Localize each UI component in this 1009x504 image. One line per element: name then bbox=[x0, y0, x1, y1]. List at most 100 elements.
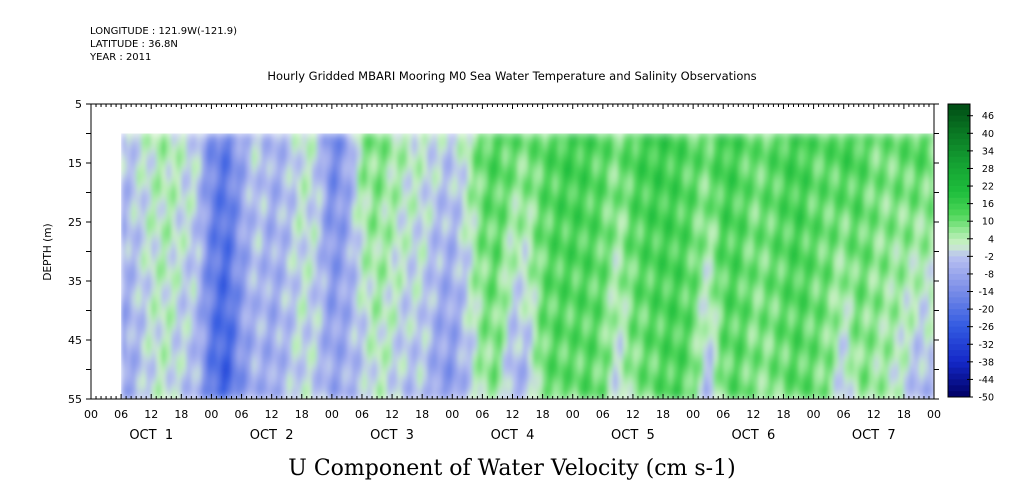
heat-cell bbox=[432, 227, 438, 235]
heat-cell bbox=[286, 174, 293, 182]
heat-cell bbox=[602, 340, 609, 347]
heat-cell bbox=[547, 275, 554, 282]
heat-cell bbox=[668, 269, 674, 276]
heat-cell bbox=[211, 174, 218, 182]
heat-cell bbox=[346, 393, 353, 399]
heat-cell bbox=[236, 369, 243, 377]
heat-cell bbox=[432, 139, 438, 146]
heat-cell bbox=[527, 381, 534, 388]
heat-cell bbox=[372, 233, 378, 241]
heat-cell bbox=[582, 257, 589, 264]
heat-cell bbox=[452, 369, 459, 377]
heat-cell bbox=[663, 269, 669, 276]
heat-cell bbox=[582, 168, 589, 176]
heat-cell bbox=[146, 227, 152, 235]
heat-cell bbox=[673, 251, 679, 259]
heat-cell bbox=[186, 233, 193, 241]
heat-cell bbox=[387, 304, 393, 312]
heat-cell bbox=[542, 340, 549, 347]
heat-cell bbox=[341, 363, 348, 371]
heat-cell bbox=[336, 174, 343, 182]
heat-cell bbox=[176, 186, 183, 194]
heat-cell bbox=[361, 192, 368, 200]
heat-cell bbox=[361, 168, 368, 176]
heat-cell bbox=[407, 204, 413, 211]
heat-cell bbox=[331, 328, 338, 335]
heat-cell bbox=[663, 227, 669, 235]
heat-cell bbox=[597, 227, 604, 235]
heat-cell bbox=[622, 233, 629, 241]
heat-cell bbox=[477, 292, 484, 300]
heat-cell bbox=[642, 345, 649, 353]
heat-cell bbox=[602, 322, 609, 329]
heat-cell bbox=[452, 269, 459, 276]
heat-cell bbox=[512, 286, 519, 294]
heat-cell bbox=[663, 174, 669, 182]
heat-cell bbox=[251, 334, 258, 341]
heat-cell bbox=[522, 186, 529, 194]
heat-cell bbox=[216, 334, 223, 341]
heat-cell bbox=[191, 340, 198, 347]
heat-cell bbox=[522, 251, 529, 259]
heat-cell bbox=[226, 351, 233, 359]
heat-cell bbox=[532, 316, 539, 323]
heat-cell bbox=[392, 227, 398, 235]
heat-cell bbox=[517, 275, 524, 282]
heat-cell bbox=[221, 375, 228, 382]
heat-cell bbox=[457, 363, 464, 371]
heat-cell bbox=[261, 174, 268, 182]
heat-cell bbox=[311, 363, 318, 371]
heat-cell bbox=[542, 180, 549, 188]
heat-cell bbox=[487, 304, 494, 312]
heat-cell bbox=[437, 233, 443, 241]
heat-cell bbox=[346, 168, 353, 176]
heat-cell bbox=[131, 387, 137, 394]
heat-cell bbox=[141, 198, 147, 205]
heat-cell bbox=[301, 322, 308, 329]
heat-cell bbox=[582, 269, 589, 276]
heat-cell bbox=[311, 304, 318, 312]
heat-cell bbox=[658, 387, 664, 394]
heat-cell bbox=[402, 210, 408, 217]
heat-cell bbox=[311, 233, 318, 241]
heat-cell bbox=[306, 157, 313, 164]
heat-cell bbox=[377, 275, 383, 282]
heat-cell bbox=[276, 251, 283, 259]
heat-cell bbox=[126, 210, 132, 217]
heat-cell bbox=[658, 168, 664, 176]
heat-cell bbox=[462, 286, 469, 294]
heat-cell bbox=[256, 216, 263, 223]
heat-cell bbox=[497, 180, 504, 188]
heat-cell bbox=[542, 310, 549, 318]
heat-cell bbox=[477, 357, 484, 365]
heat-cell bbox=[266, 375, 273, 382]
heat-cell bbox=[136, 328, 142, 335]
heat-cell bbox=[392, 168, 398, 176]
heat-cell bbox=[286, 328, 293, 335]
heat-cell bbox=[151, 328, 157, 335]
heat-cell bbox=[442, 275, 448, 282]
heat-cell bbox=[301, 375, 308, 382]
heat-cell bbox=[291, 269, 298, 276]
heat-cell bbox=[326, 257, 333, 264]
heat-cell bbox=[216, 263, 223, 270]
heat-cell bbox=[261, 281, 268, 288]
heat-cell bbox=[537, 245, 544, 253]
heat-cell bbox=[437, 275, 443, 282]
heat-cell bbox=[176, 174, 183, 182]
heat-cell bbox=[422, 163, 428, 170]
heat-cell bbox=[392, 275, 398, 282]
heat-cell bbox=[281, 281, 288, 288]
heat-cell bbox=[156, 286, 162, 294]
heat-cell bbox=[522, 168, 529, 176]
heat-cell bbox=[306, 328, 313, 335]
heat-cell bbox=[632, 168, 639, 176]
heat-cell bbox=[507, 316, 514, 323]
heat-cell bbox=[351, 328, 358, 335]
heat-cell bbox=[412, 387, 418, 394]
heat-cell bbox=[457, 174, 464, 182]
heat-cell bbox=[617, 133, 624, 141]
heat-cell bbox=[392, 328, 398, 335]
heat-cell bbox=[668, 310, 674, 318]
heat-cell bbox=[387, 245, 393, 253]
